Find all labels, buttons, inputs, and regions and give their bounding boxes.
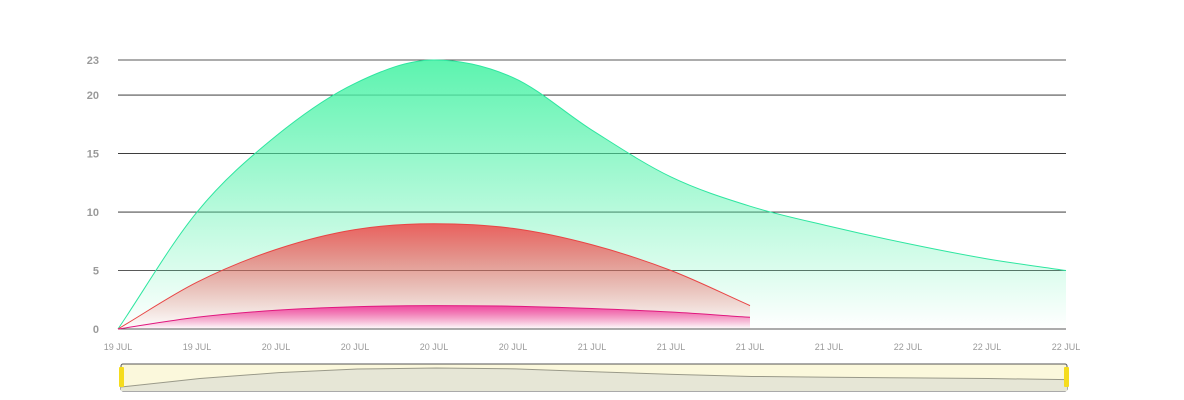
y-tick-label-0: 0 bbox=[93, 324, 99, 336]
y-tick-label-10: 10 bbox=[87, 207, 99, 219]
y-tick-label-20: 20 bbox=[87, 90, 99, 102]
series-red-line bbox=[117, 223, 751, 330]
series-pink-line bbox=[117, 305, 751, 330]
x-tick-label-2: 20 JUL bbox=[262, 342, 291, 352]
navigator-preview-line bbox=[120, 367, 1068, 388]
series-green-line bbox=[117, 59, 1067, 330]
x-tick-label-10: 22 JUL bbox=[894, 342, 923, 352]
x-tick-label-5: 20 JUL bbox=[499, 342, 528, 352]
navigator-handle-right[interactable] bbox=[1064, 367, 1069, 387]
x-tick-label-7: 21 JUL bbox=[657, 342, 686, 352]
x-tick-label-8: 21 JUL bbox=[736, 342, 765, 352]
y-tick-label-23: 23 bbox=[87, 55, 99, 67]
x-tick-label-9: 21 JUL bbox=[815, 342, 844, 352]
x-tick-label-11: 22 JUL bbox=[973, 342, 1002, 352]
x-tick-label-6: 21 JUL bbox=[578, 342, 607, 352]
x-axis: 19 JUL 19 JUL 20 JUL 20 JUL 20 JUL 20 JUL 21 J… bbox=[104, 342, 1081, 352]
y-axis: 0 5 10 15 20 23 bbox=[87, 55, 99, 336]
navigator-handle-left[interactable] bbox=[119, 367, 124, 387]
x-tick-label-1: 19 JUL bbox=[183, 342, 212, 352]
series-pink-area bbox=[118, 305, 750, 329]
x-tick-label-4: 20 JUL bbox=[420, 342, 449, 352]
y-tick-label-5: 5 bbox=[93, 266, 99, 278]
x-tick-label-12: 22 JUL bbox=[1052, 342, 1081, 352]
series-red-area bbox=[118, 223, 750, 329]
x-tick-label-3: 20 JUL bbox=[341, 342, 370, 352]
x-tick-label-0: 19 JUL bbox=[104, 342, 133, 352]
series-group bbox=[117, 59, 1067, 330]
range-navigator[interactable] bbox=[119, 363, 1069, 392]
y-tick-label-15: 15 bbox=[87, 149, 99, 161]
navigator-preview-area bbox=[121, 368, 1067, 391]
